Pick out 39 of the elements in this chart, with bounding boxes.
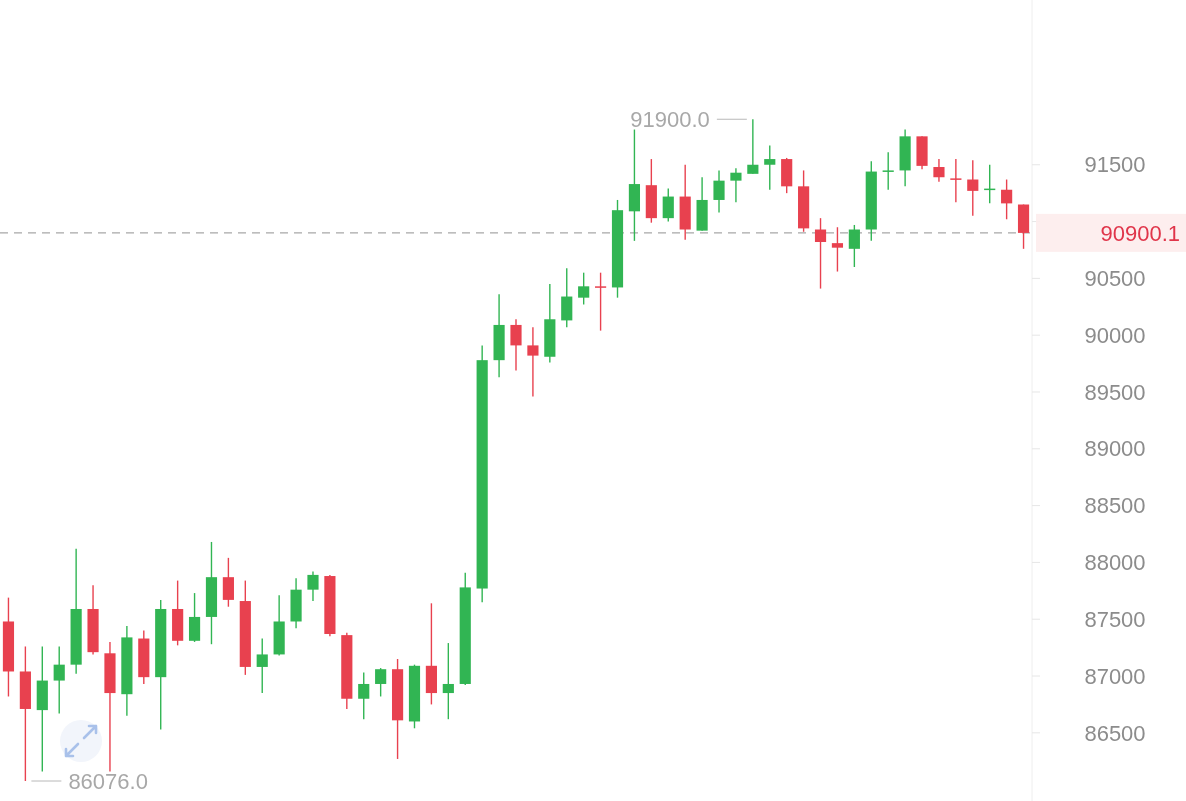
candlestick [561, 267, 573, 328]
candlestick [848, 224, 860, 268]
annotation: 86076.0 [68, 768, 148, 794]
candlestick [831, 226, 844, 273]
candlestick [307, 570, 319, 602]
candlestick [933, 158, 945, 183]
candlestick [222, 557, 234, 608]
y-tick-label: 91500 [1084, 152, 1146, 178]
candlestick [764, 144, 776, 191]
y-tick-label: 88500 [1084, 493, 1146, 519]
candlestick [358, 671, 370, 720]
candlestick [442, 642, 454, 720]
ref-line-label: 90900.1 [1100, 220, 1180, 246]
y-tick-label: 86500 [1084, 720, 1146, 746]
y-tick-label: 90000 [1084, 322, 1146, 348]
candlestick [527, 326, 539, 398]
candlestick [967, 159, 979, 217]
y-tick-label: 87500 [1084, 606, 1146, 632]
y-tick-label: 89000 [1084, 436, 1146, 462]
y-tick-label: 87000 [1084, 663, 1146, 689]
y-tick-label: 90500 [1084, 266, 1146, 292]
candlestick [662, 187, 674, 223]
candlestick [950, 158, 962, 203]
candlestick [375, 667, 387, 698]
candlestick [1001, 178, 1013, 220]
candlestick [713, 169, 725, 214]
annotation: 91900.0 [630, 107, 710, 132]
candlestick [188, 592, 201, 643]
candlestick [595, 271, 607, 332]
candlestick [53, 645, 65, 715]
candlestick [730, 167, 742, 203]
candlestick [747, 118, 759, 175]
y-tick-label: 89500 [1084, 379, 1146, 405]
y-tick-label: 88000 [1084, 550, 1146, 576]
candlestick [814, 217, 827, 290]
candlestick [882, 151, 894, 191]
candlestick [510, 318, 522, 372]
candlestick [578, 271, 590, 306]
candlestick [256, 637, 268, 694]
